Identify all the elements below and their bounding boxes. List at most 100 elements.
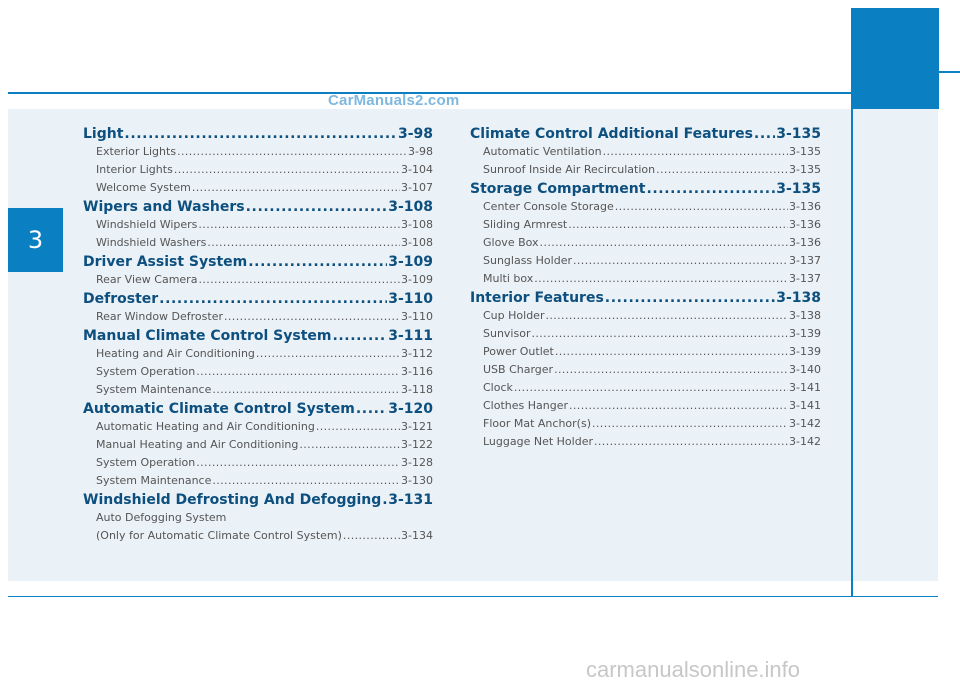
- entry-label: Heating and Air Conditioning: [96, 347, 255, 360]
- toc-entry[interactable]: Sunglass Holder 3-137: [470, 252, 821, 270]
- entry-page-number: 3-128: [401, 456, 433, 469]
- dot-leader: [174, 161, 400, 179]
- section-title: Driver Assist System: [83, 254, 248, 270]
- dot-leader: [592, 415, 788, 433]
- dot-leader: [573, 252, 788, 270]
- toc-entry[interactable]: Exterior Lights 3-98: [83, 143, 433, 161]
- toc-entry[interactable]: Cup Holder 3-138: [470, 307, 821, 325]
- dot-leader: [603, 143, 788, 161]
- dot-leader: [555, 343, 788, 361]
- entry-label: Auto Defogging System: [96, 511, 227, 524]
- dot-leader: [646, 180, 775, 198]
- entry-page-number: 3-118: [401, 383, 433, 396]
- toc-section-heading[interactable]: Climate Control Additional Features 3-135: [470, 125, 821, 143]
- entry-label: USB Charger: [483, 363, 554, 376]
- dot-leader: [531, 325, 788, 343]
- dot-leader: [615, 198, 788, 216]
- entry-page-number: 3-104: [401, 163, 433, 176]
- toc-entry[interactable]: Multi box 3-137: [470, 270, 821, 288]
- toc-entry[interactable]: Luggage Net Holder 3-142: [470, 433, 821, 451]
- chapter-number-tab: 3: [8, 208, 63, 272]
- section-page-number: 3-138: [776, 290, 821, 306]
- toc-section-heading[interactable]: Light 3-98: [83, 125, 433, 143]
- dot-leader: [554, 361, 788, 379]
- entry-page-number: 3-109: [401, 273, 433, 286]
- toc-entry[interactable]: System Maintenance 3-118: [83, 381, 433, 399]
- toc-entry[interactable]: Floor Mat Anchor(s) 3-142: [470, 415, 821, 433]
- chapter-number: 3: [27, 226, 44, 254]
- toc-entry[interactable]: Sunroof Inside Air Recirculation 3-135: [470, 161, 821, 179]
- dot-leader: [177, 143, 407, 161]
- dot-leader: [594, 433, 788, 451]
- entry-label: System Operation: [96, 365, 196, 378]
- toc-entry[interactable]: Sunvisor 3-139: [470, 325, 821, 343]
- entry-page-number: 3-108: [401, 236, 433, 249]
- corner-tab-block: [851, 8, 939, 109]
- toc-section-heading[interactable]: Driver Assist System 3-109: [83, 253, 433, 271]
- toc-section-heading[interactable]: Interior Features 3-138: [470, 289, 821, 307]
- toc-entry[interactable]: Auto Defogging System: [83, 509, 433, 527]
- entry-label: Automatic Heating and Air Conditioning: [96, 420, 315, 433]
- toc-entry[interactable]: Welcome System 3-107: [83, 179, 433, 197]
- entry-page-number: 3-130: [401, 474, 433, 487]
- dot-leader: [534, 270, 788, 288]
- toc-section-heading[interactable]: Storage Compartment 3-135: [470, 180, 821, 198]
- entry-label: Rear Window Defroster: [96, 310, 223, 323]
- top-divider: [8, 92, 851, 94]
- toc-entry[interactable]: Rear Window Defroster 3-110: [83, 308, 433, 326]
- toc-entry[interactable]: Rear View Camera 3-109: [83, 271, 433, 289]
- section-page-number: 3-131: [388, 492, 433, 508]
- entry-page-number: 3-112: [401, 347, 433, 360]
- toc-section-heading[interactable]: Defroster 3-110: [83, 290, 433, 308]
- toc-entry[interactable]: Clothes Hanger 3-141: [470, 397, 821, 415]
- toc-entry[interactable]: System Maintenance 3-130: [83, 472, 433, 490]
- section-title: Storage Compartment: [470, 181, 646, 197]
- toc-section-heading[interactable]: Automatic Climate Control System 3-120: [83, 400, 433, 418]
- entry-label: Manual Heating and Air Conditioning: [96, 438, 299, 451]
- toc-entry[interactable]: Clock 3-141: [470, 379, 821, 397]
- toc-entry[interactable]: Automatic Heating and Air Conditioning 3-…: [83, 418, 433, 436]
- toc-entry[interactable]: System Operation 3-128: [83, 454, 433, 472]
- dot-leader: [196, 454, 400, 472]
- section-title: Defroster: [83, 291, 159, 307]
- entry-page-number: 3-136: [789, 200, 821, 213]
- entry-page-number: 3-139: [789, 345, 821, 358]
- entry-label: Automatic Ventilation: [483, 145, 602, 158]
- toc-entry[interactable]: (Only for Automatic Climate Control Syst…: [83, 527, 433, 545]
- toc-entry[interactable]: Center Console Storage 3-136: [470, 198, 821, 216]
- toc-left-column: Light 3-98 Exterior Lights 3-98 Interior Lig…: [83, 124, 433, 545]
- dot-leader: [545, 307, 788, 325]
- toc-entry[interactable]: Automatic Ventilation 3-135: [470, 143, 821, 161]
- dot-leader: [382, 491, 387, 509]
- toc-entry[interactable]: Windshield Wipers 3-108: [83, 216, 433, 234]
- toc-entry[interactable]: Power Outlet 3-139: [470, 343, 821, 361]
- dot-leader: [568, 216, 788, 234]
- dot-leader: [212, 381, 400, 399]
- section-title: Manual Climate Control System: [83, 328, 332, 344]
- toc-entry[interactable]: Manual Heating and Air Conditioning 3-122: [83, 436, 433, 454]
- toc-entry[interactable]: Glove Box 3-136: [470, 234, 821, 252]
- toc-section-heading[interactable]: Windshield Defrosting And Defogging 3-131: [83, 491, 433, 509]
- entry-label: Center Console Storage: [483, 200, 614, 213]
- toc-entry[interactable]: Sliding Armrest 3-136: [470, 216, 821, 234]
- dot-leader: [198, 216, 400, 234]
- bottom-divider: [8, 596, 938, 597]
- section-page-number: 3-98: [397, 126, 433, 142]
- entry-label: Power Outlet: [483, 345, 554, 358]
- toc-entry[interactable]: System Operation 3-116: [83, 363, 433, 381]
- toc-entry[interactable]: Windshield Washers 3-108: [83, 234, 433, 252]
- entry-label: Exterior Lights: [96, 145, 177, 158]
- entry-label: Floor Mat Anchor(s): [483, 417, 591, 430]
- toc-section-heading[interactable]: Manual Climate Control System 3-111: [83, 327, 433, 345]
- dot-leader: [212, 472, 400, 490]
- toc-section: Defroster 3-110 Rear Window Defroster 3-110: [83, 290, 433, 326]
- toc-entry[interactable]: Heating and Air Conditioning 3-112: [83, 345, 433, 363]
- toc-section-heading[interactable]: Wipers and Washers 3-108: [83, 198, 433, 216]
- top-right-divider: [939, 71, 960, 73]
- dot-leader: [198, 271, 400, 289]
- toc-entry[interactable]: USB Charger 3-140: [470, 361, 821, 379]
- entry-page-number: 3-137: [789, 254, 821, 267]
- toc-entry[interactable]: Interior Lights 3-104: [83, 161, 433, 179]
